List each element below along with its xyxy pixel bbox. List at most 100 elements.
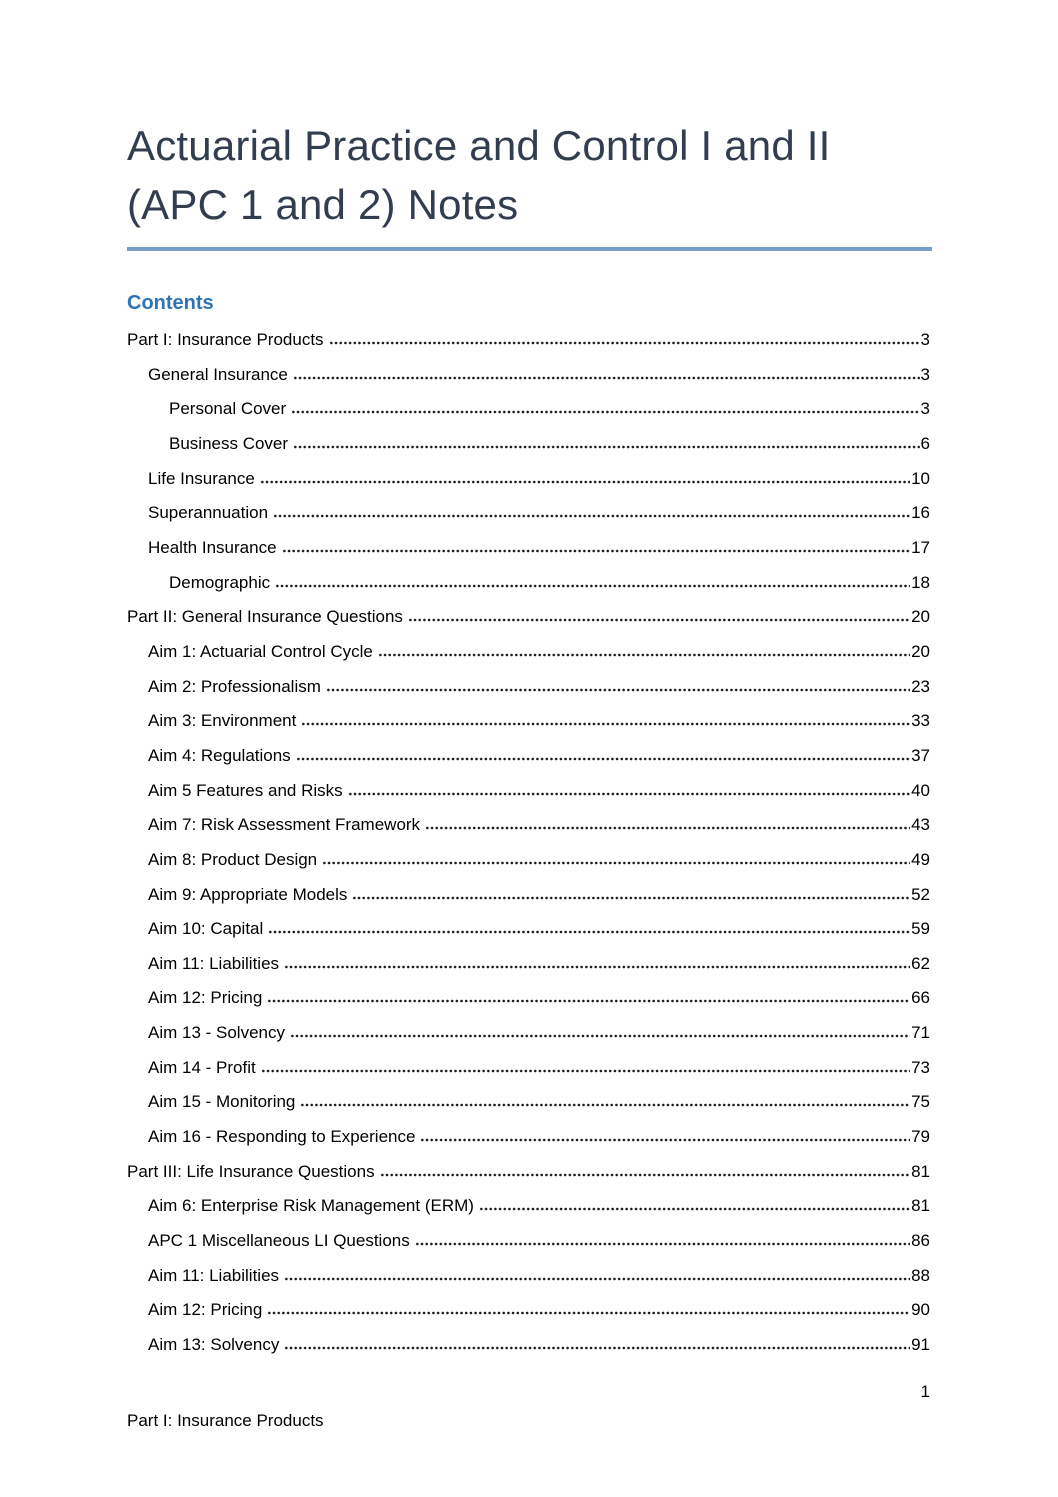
toc-entry-page: 23 [911,676,930,696]
toc-entry-page: 88 [911,1265,930,1285]
toc-entry[interactable]: Life Insurance 10 [127,462,930,497]
toc-dot-leader [273,514,911,519]
toc-dot-leader [267,1311,911,1316]
toc-entry[interactable]: Aim 12: Pricing 66 [127,981,930,1016]
toc-entry-label: Aim 3: Environment [148,711,297,731]
toc-entry[interactable]: Aim 9: Appropriate Models 52 [127,878,930,913]
toc-entry-label: Part III: Life Insurance Questions [127,1161,375,1181]
table-of-contents: Part I: Insurance Products 3 General Ins… [127,323,930,1363]
toc-dot-leader [260,1068,911,1073]
toc-dot-leader [293,444,920,449]
toc-entry-page: 20 [911,641,930,661]
toc-entry-label: Business Cover [169,433,289,453]
toc-entry-page: 40 [911,780,930,800]
toc-entry-page: 90 [911,1300,930,1320]
toc-entry[interactable]: Aim 8: Product Design 49 [127,843,930,878]
toc-entry[interactable]: Aim 10: Capital 59 [127,912,930,947]
footer-page-number: 1 [920,1382,930,1401]
toc-entry[interactable]: Aim 1: Actuarial Control Cycle 20 [127,635,930,670]
toc-entry-page: 59 [911,919,930,939]
toc-entry[interactable]: Aim 11: Liabilities 88 [127,1259,930,1294]
toc-entry-label: Aim 15 - Monitoring [148,1092,296,1112]
toc-entry-page: 73 [911,1057,930,1077]
toc-entry[interactable]: Part III: Life Insurance Questions 81 [127,1155,930,1190]
toc-dot-leader [414,1242,911,1247]
toc-entry-label: Aim 16 - Responding to Experience [148,1127,416,1147]
toc-entry-page: 66 [911,988,930,1008]
toc-entry-page: 6 [920,433,930,453]
toc-entry[interactable]: Health Insurance 17 [127,531,930,566]
toc-entry[interactable]: Part I: Insurance Products 3 [127,323,930,358]
toc-entry-page: 10 [911,468,930,488]
toc-dot-leader [322,860,911,865]
toc-dot-leader [275,583,911,588]
toc-entry[interactable]: Aim 3: Environment 33 [127,704,930,739]
toc-entry-label: Aim 13: Solvency [148,1335,280,1355]
toc-entry[interactable]: Aim 2: Professionalism 23 [127,670,930,705]
toc-entry[interactable]: Aim 5 Features and Risks 40 [127,774,930,809]
toc-entry[interactable]: Aim 11: Liabilities 62 [127,947,930,982]
toc-entry-label: Aim 11: Liabilities [148,953,280,973]
toc-entry[interactable]: Part II: General Insurance Questions 20 [127,600,930,635]
toc-entry-page: 17 [911,537,930,557]
toc-entry-page: 49 [911,849,930,869]
toc-entry-label: Aim 14 - Profit [148,1057,256,1077]
toc-entry-label: APC 1 Miscellaneous LI Questions [148,1231,410,1251]
toc-dot-leader [347,791,911,796]
toc-entry[interactable]: Aim 4: Regulations 37 [127,739,930,774]
toc-dot-leader [420,1138,911,1143]
toc-entry[interactable]: Aim 13 - Solvency 71 [127,1016,930,1051]
document-title-line-2: (APC 1 and 2) Notes [127,181,519,228]
toc-entry-label: Aim 13 - Solvency [148,1023,285,1043]
document-title: Actuarial Practice and Control I and II … [127,116,932,251]
toc-entry-page: 16 [911,503,930,523]
toc-entry-page: 20 [911,607,930,627]
toc-entry[interactable]: APC 1 Miscellaneous LI Questions 86 [127,1224,930,1259]
toc-dot-leader [425,826,911,831]
toc-entry[interactable]: Business Cover 6 [127,427,930,462]
toc-entry[interactable]: Aim 15 - Monitoring 75 [127,1085,930,1120]
toc-entry[interactable]: Aim 6: Enterprise Risk Management (ERM) … [127,1189,930,1224]
toc-dot-leader [281,548,911,553]
footer-text: Part I: Insurance Products [127,1411,324,1430]
toc-entry[interactable]: Aim 14 - Profit 73 [127,1051,930,1086]
toc-dot-leader [478,1207,911,1212]
toc-dot-leader [328,341,920,345]
toc-entry[interactable]: Superannuation 16 [127,496,930,531]
toc-dot-leader [291,410,920,415]
toc-entry-label: Part I: Insurance Products [127,330,324,349]
toc-entry-label: Aim 5 Features and Risks [148,780,343,800]
toc-entry-label: Aim 7: Risk Assessment Framework [148,815,421,835]
toc-entry-label: Aim 11: Liabilities [148,1265,280,1285]
toc-entry[interactable]: Aim 7: Risk Assessment Framework 43 [127,808,930,843]
toc-entry-page: 81 [911,1161,930,1181]
toc-entry-page: 62 [911,953,930,973]
toc-entry[interactable]: Aim 16 - Responding to Experience 79 [127,1120,930,1155]
toc-entry[interactable]: Demographic 18 [127,566,930,601]
toc-entry[interactable]: Personal Cover 3 [127,392,930,427]
toc-entry-label: Aim 8: Product Design [148,849,318,869]
toc-dot-leader [379,1172,911,1177]
toc-dot-leader [377,652,911,657]
toc-entry-label: Personal Cover [169,399,287,419]
toc-entry-label: Aim 10: Capital [148,919,264,939]
toc-dot-leader [325,687,911,692]
toc-entry-page: 37 [911,745,930,765]
toc-entry-label: Superannuation [148,503,269,523]
toc-entry-page: 3 [920,399,930,419]
toc-entry-label: Aim 6: Enterprise Risk Management (ERM) [148,1196,474,1216]
toc-entry-label: Aim 9: Appropriate Models [148,884,348,904]
toc-entry[interactable]: Aim 13: Solvency 91 [127,1328,930,1363]
toc-entry-label: Aim 12: Pricing [148,988,263,1008]
toc-entry-page: 86 [911,1231,930,1251]
toc-entry-label: Health Insurance [148,537,277,557]
toc-entry-label: Aim 2: Professionalism [148,676,321,696]
toc-dot-leader [301,722,911,727]
toc-entry[interactable]: Aim 12: Pricing 90 [127,1293,930,1328]
toc-entry-page: 52 [911,884,930,904]
toc-entry-page: 91 [911,1335,930,1355]
toc-dot-leader [407,618,911,623]
toc-entry-page: 3 [920,364,930,384]
toc-entry[interactable]: General Insurance 3 [127,358,930,393]
